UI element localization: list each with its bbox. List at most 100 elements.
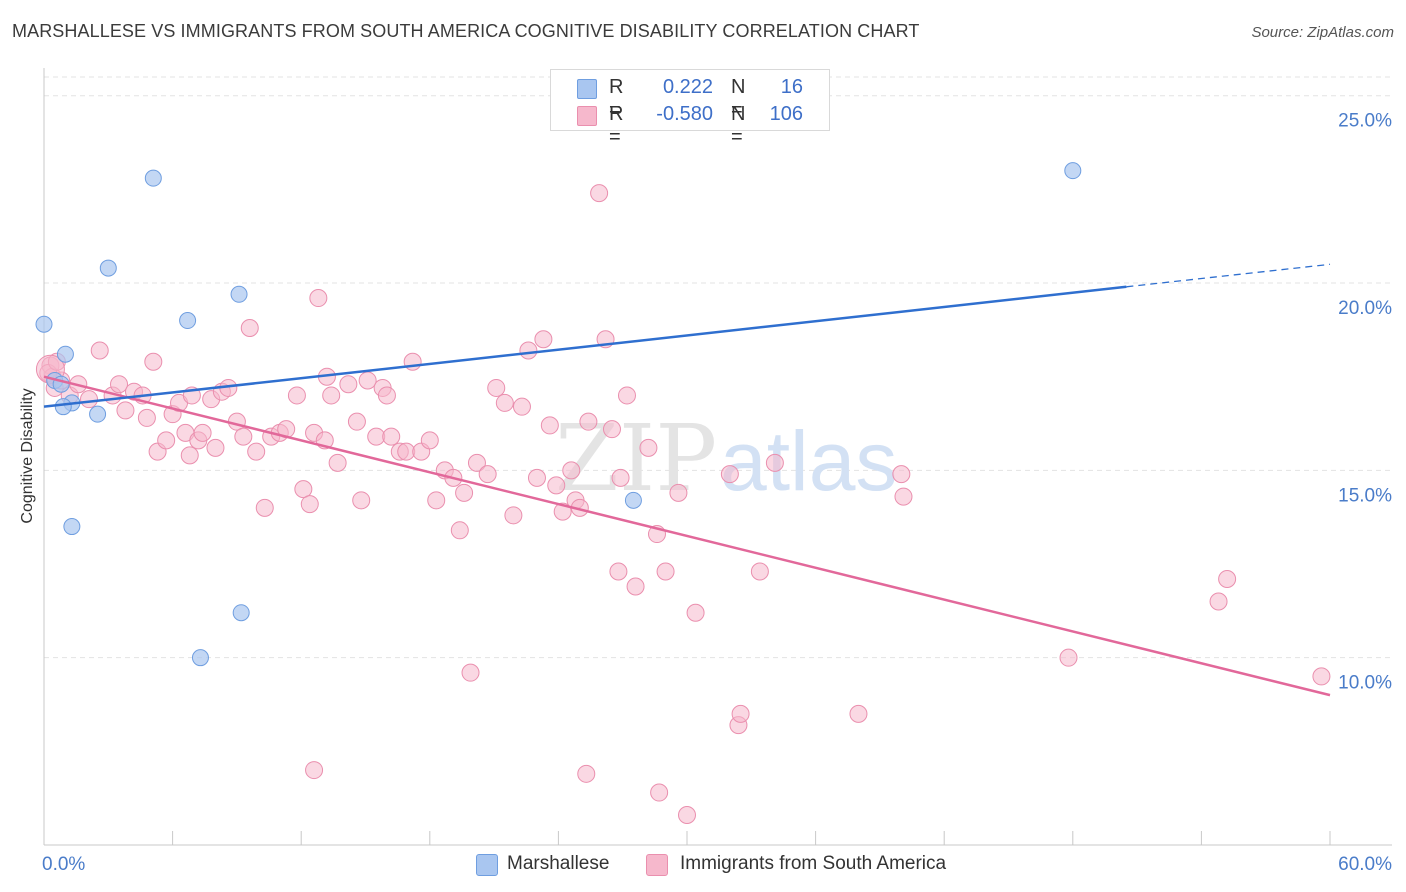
legend-label: Marshallese xyxy=(507,853,610,874)
marshallese-swatch xyxy=(577,79,597,99)
data-point-marshallese xyxy=(179,312,197,330)
immigrants-swatch xyxy=(646,854,668,876)
data-point-immigrants xyxy=(255,498,274,517)
data-point-immigrants xyxy=(1218,570,1237,589)
data-point-immigrants xyxy=(234,427,253,446)
data-point-immigrants xyxy=(1209,592,1228,611)
data-point-immigrants xyxy=(339,375,358,394)
correlation-stats-box: R = 0.222 N = 16 R = -0.580 N = 106 xyxy=(550,69,830,148)
data-point-immigrants xyxy=(562,461,581,480)
data-point-immigrants xyxy=(80,390,99,409)
immigrants-swatch xyxy=(577,106,597,126)
data-point-immigrants xyxy=(750,562,769,581)
tick-labels: 10.0% 15.0% 20.0% 25.0% 0.0% 60.0% xyxy=(42,111,1392,875)
data-point-immigrants xyxy=(367,427,386,446)
data-point-immigrants xyxy=(534,330,553,349)
data-point-immigrants xyxy=(731,704,750,723)
y-tick-label: 25.0% xyxy=(1338,111,1392,132)
data-point-immigrants xyxy=(309,289,328,308)
data-point-immigrants xyxy=(894,487,913,506)
data-point-immigrants xyxy=(180,446,199,465)
data-point-immigrants xyxy=(626,577,645,596)
data-point-immigrants xyxy=(540,416,559,435)
y-tick-label: 10.0% xyxy=(1338,673,1392,694)
data-point-immigrants xyxy=(247,442,266,461)
legend-label: Immigrants from South America xyxy=(680,853,947,874)
axes xyxy=(43,68,1392,846)
n-label: N = xyxy=(731,103,746,148)
data-point-immigrants xyxy=(294,480,313,499)
data-point-immigrants xyxy=(450,521,469,540)
r-label: R = xyxy=(609,103,624,148)
data-point-immigrants xyxy=(116,401,135,420)
x-tick-label: 60.0% xyxy=(1338,854,1392,875)
data-point-marshallese xyxy=(99,259,117,277)
data-point-immigrants xyxy=(602,420,621,439)
data-point-marshallese xyxy=(56,345,74,363)
data-point-marshallese xyxy=(35,315,53,333)
marshallese-swatch xyxy=(476,854,498,876)
data-point-immigrants xyxy=(227,412,246,431)
data-point-immigrants xyxy=(686,603,705,622)
watermark-atlas: atlas xyxy=(720,414,897,508)
data-point-immigrants xyxy=(305,761,324,780)
r-value: 0.222 xyxy=(662,76,713,98)
trend-line-immigrants xyxy=(43,375,1331,697)
data-point-immigrants xyxy=(892,465,911,484)
data-point-immigrants xyxy=(656,562,675,581)
grid-lines xyxy=(44,76,1392,659)
data-point-immigrants xyxy=(420,431,439,450)
data-point-immigrants xyxy=(849,704,868,723)
data-point-marshallese xyxy=(89,405,107,423)
data-point-immigrants xyxy=(193,423,212,442)
data-point-marshallese xyxy=(63,518,81,536)
data-point-immigrants xyxy=(650,783,669,802)
y-tick-label: 15.0% xyxy=(1338,485,1392,506)
data-point-immigrants xyxy=(347,412,366,431)
data-point-immigrants xyxy=(765,453,784,472)
data-point-immigrants xyxy=(519,341,538,360)
data-point-immigrants xyxy=(157,431,176,450)
trend-line-marshallese xyxy=(43,285,1127,408)
r-label: R = xyxy=(609,76,624,121)
data-point-immigrants xyxy=(478,465,497,484)
data-point-immigrants xyxy=(137,408,156,427)
data-point-immigrants xyxy=(678,806,696,825)
n-label: N = xyxy=(731,76,746,121)
data-point-immigrants xyxy=(90,341,109,360)
n-value: 106 xyxy=(769,103,803,125)
data-point-immigrants xyxy=(206,438,225,457)
x-tick-label: 0.0% xyxy=(42,854,85,875)
data-point-immigrants xyxy=(617,386,636,405)
data-point-immigrants xyxy=(461,663,480,682)
data-point-immigrants xyxy=(639,438,658,457)
data-point-immigrants xyxy=(669,483,688,502)
data-point-immigrants xyxy=(527,468,546,487)
data-point-immigrants xyxy=(1312,667,1331,686)
data-point-immigrants xyxy=(397,442,416,461)
data-point-marshallese xyxy=(1064,162,1082,180)
data-point-immigrants xyxy=(287,386,306,405)
data-point-immigrants xyxy=(611,468,630,487)
data-point-immigrants xyxy=(487,378,506,397)
data-point-immigrants xyxy=(504,506,523,525)
data-point-immigrants xyxy=(547,476,566,495)
data-point-immigrants xyxy=(720,465,739,484)
data-point-marshallese xyxy=(624,491,642,509)
watermark: ZIP atlas xyxy=(555,405,897,512)
r-value: -0.580 xyxy=(656,103,713,125)
data-point-immigrants xyxy=(322,386,341,405)
data-point-immigrants xyxy=(144,352,163,371)
data-point-immigrants xyxy=(328,453,347,472)
data-point-marshallese xyxy=(232,604,250,622)
data-point-marshallese xyxy=(144,169,162,187)
data-point-immigrants xyxy=(1059,648,1078,667)
data-point-immigrants xyxy=(377,386,396,405)
data-point-marshallese xyxy=(191,649,209,667)
trend-line-marshallese-extension xyxy=(1126,263,1331,288)
source-label: Source: ZipAtlas.com xyxy=(1251,24,1394,41)
data-point-immigrants xyxy=(609,562,628,581)
y-tick-label: 20.0% xyxy=(1338,298,1392,319)
chart-legend: Marshallese Immigrants from South Americ… xyxy=(0,852,1406,878)
